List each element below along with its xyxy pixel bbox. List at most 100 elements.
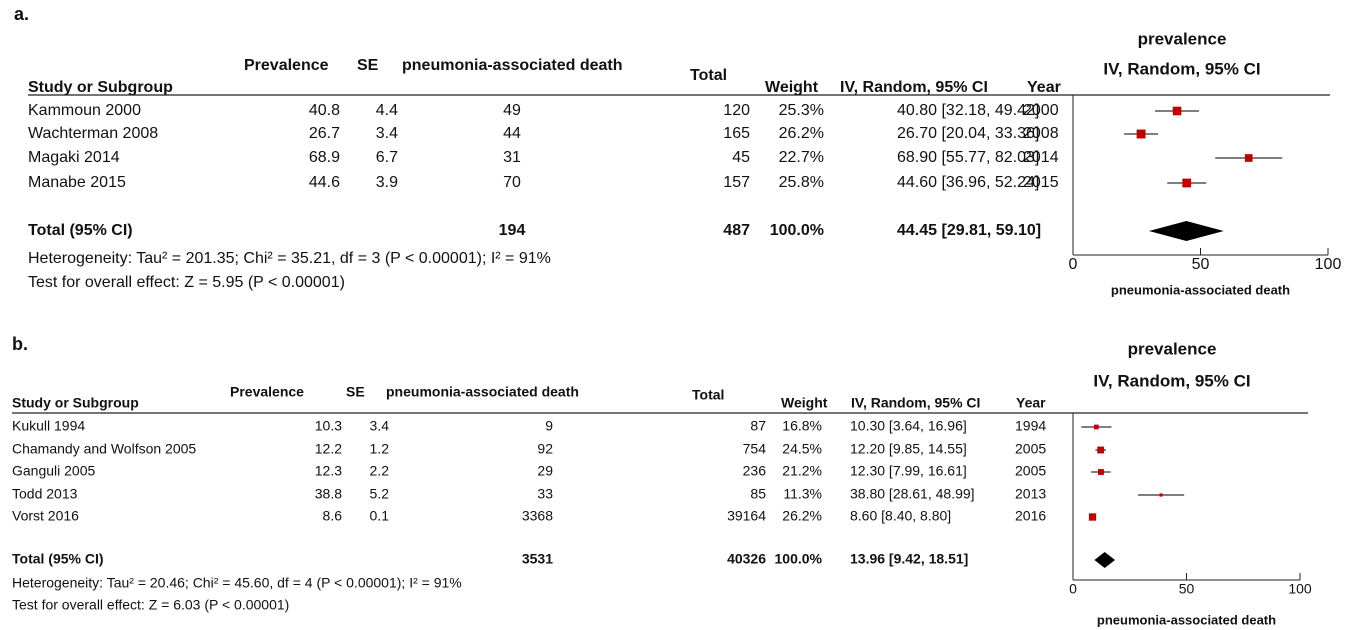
summary-diamond [1094, 552, 1116, 568]
year: 2014 [1023, 149, 1059, 166]
header: SE [357, 57, 379, 74]
weight: 21.2% [782, 463, 822, 479]
events: 70 [503, 174, 521, 191]
weight-square [1159, 493, 1163, 497]
weight: 25.8% [779, 174, 824, 191]
plot-subtitle: IV, Random, 95% CI [1093, 371, 1250, 390]
se: 5.2 [370, 486, 390, 502]
header: Total [692, 387, 724, 403]
year: 2015 [1023, 174, 1059, 191]
year: 1994 [1015, 418, 1046, 434]
ci: 12.30 [7.99, 16.61] [850, 463, 967, 479]
se: 0.1 [370, 508, 390, 524]
study-name: Wachterman 2008 [28, 125, 158, 142]
weight: 22.7% [779, 149, 824, 166]
ci: 26.70 [20.04, 33.36] [897, 125, 1039, 142]
year: 2000 [1023, 102, 1059, 119]
panel-label: b. [12, 334, 28, 354]
weight-square [1094, 424, 1099, 430]
weight-square [1088, 513, 1097, 521]
total: 754 [743, 441, 767, 457]
total: 120 [723, 102, 750, 119]
header: Weight [765, 79, 819, 96]
panel-label: a. [14, 4, 29, 24]
prevalence: 12.3 [315, 463, 342, 479]
se: 3.4 [376, 125, 398, 142]
weight: 16.8% [782, 418, 822, 434]
total: 165 [723, 125, 750, 142]
weight: 11.3% [783, 486, 822, 502]
ci: 10.30 [3.64, 16.96] [850, 418, 967, 434]
total-name: Total (95% CI) [12, 551, 104, 567]
header: Prevalence [230, 384, 304, 400]
header: IV, Random, 95% CI [840, 79, 988, 96]
x-tick-label: 0 [1069, 581, 1077, 597]
ci: 12.20 [9.85, 14.55] [850, 441, 967, 457]
plot-subtitle: IV, Random, 95% CI [1103, 59, 1260, 78]
x-tick-label: 50 [1179, 581, 1195, 597]
header: Weight [781, 395, 828, 411]
weight: 24.5% [782, 441, 822, 457]
se: 3.9 [376, 174, 398, 191]
header: pneumonia-associated death [386, 384, 579, 400]
events: 92 [537, 441, 553, 457]
x-tick-label: 100 [1315, 256, 1342, 273]
total-weight: 100.0% [775, 551, 823, 567]
header: Study or Subgroup [28, 79, 173, 96]
x-tick-label: 100 [1288, 581, 1312, 597]
prevalence: 38.8 [315, 486, 342, 502]
weight: 26.2% [782, 508, 822, 524]
total-events: 194 [499, 222, 526, 239]
plot-title: prevalence [1128, 339, 1217, 358]
prevalence: 26.7 [309, 125, 340, 142]
total-total: 40326 [727, 551, 766, 567]
study-name: Chamandy and Wolfson 2005 [12, 441, 196, 457]
plot-title: prevalence [1138, 29, 1227, 48]
x-tick-label: 50 [1192, 256, 1210, 273]
weight-square [1097, 446, 1105, 454]
total: 236 [743, 463, 767, 479]
se: 6.7 [376, 149, 398, 166]
ci: 40.80 [32.18, 49.42] [897, 102, 1039, 119]
x-axis-label: pneumonia-associated death [1097, 612, 1276, 627]
header: Year [1016, 395, 1046, 411]
events: 3368 [522, 508, 553, 524]
header: IV, Random, 95% CI [851, 395, 980, 411]
events: 29 [537, 463, 553, 479]
total-weight: 100.0% [770, 222, 824, 239]
weight-square [1097, 469, 1104, 475]
total: 157 [723, 174, 750, 191]
prevalence: 68.9 [309, 149, 340, 166]
prevalence: 12.2 [315, 441, 342, 457]
heterogeneity: Heterogeneity: Tau² = 201.35; Chi² = 35.… [28, 250, 551, 267]
se: 2.2 [370, 463, 390, 479]
weight-square [1136, 129, 1146, 139]
total: 45 [732, 149, 750, 166]
header: Total [690, 67, 727, 84]
events: 33 [537, 486, 553, 502]
header: pneumonia-associated death [402, 57, 623, 74]
total: 87 [750, 418, 766, 434]
header: SE [346, 384, 365, 400]
events: 49 [503, 102, 521, 119]
total: 85 [750, 486, 766, 502]
weight-square [1182, 178, 1192, 188]
se: 4.4 [376, 102, 398, 119]
ci: 44.60 [36.96, 52.24] [897, 174, 1039, 191]
weight-square [1244, 154, 1253, 162]
study-name: Ganguli 2005 [12, 463, 96, 479]
study-name: Kukull 1994 [12, 418, 85, 434]
year: 2005 [1015, 463, 1046, 479]
overall-effect: Test for overall effect: Z = 5.95 (P < 0… [28, 274, 345, 291]
total-total: 487 [723, 222, 750, 239]
year: 2013 [1015, 486, 1046, 502]
prevalence: 8.6 [323, 508, 343, 524]
study-name: Kammoun 2000 [28, 102, 141, 119]
study-name: Magaki 2014 [28, 149, 120, 166]
se: 1.2 [370, 441, 390, 457]
x-tick-label: 0 [1069, 256, 1078, 273]
study-name: Manabe 2015 [28, 174, 126, 191]
header: Year [1027, 79, 1061, 96]
weight: 25.3% [779, 102, 824, 119]
